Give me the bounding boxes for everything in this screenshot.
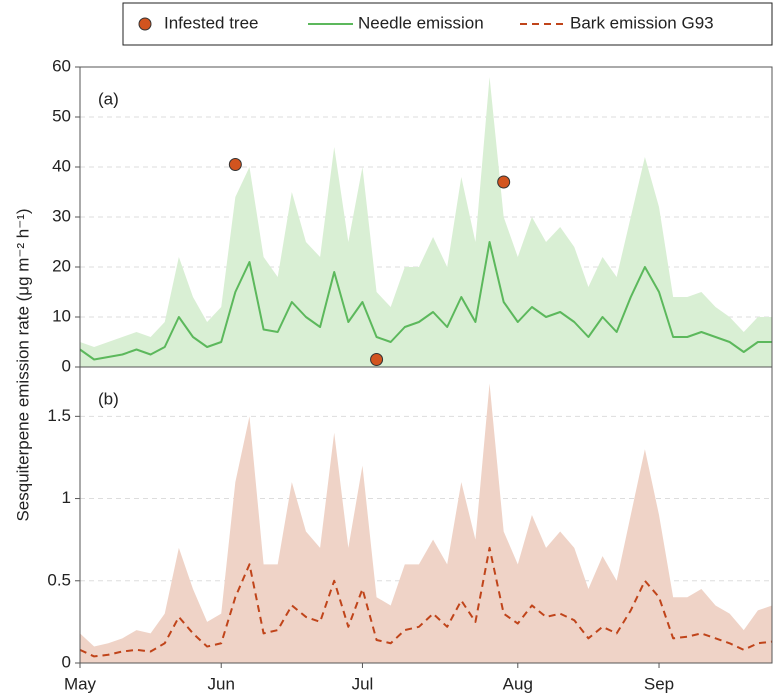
scatter-point [497,175,511,189]
scatter-point [370,353,384,366]
y-tick-label: 1 [62,488,71,507]
y-tick-label: 50 [52,106,71,125]
panel-label: (a) [98,89,119,108]
x-tick-label: Aug [503,674,533,693]
x-tick-label: Jun [208,674,235,693]
scatter-point [228,158,242,171]
series-line [79,546,773,658]
y-tick-label: 30 [52,206,71,225]
panel-label: (b) [98,389,119,408]
band-area [80,77,772,367]
legend-label: Bark emission G93 [570,13,714,32]
y-tick-label: 0 [62,356,71,375]
series-line [79,241,772,361]
x-tick-label: Jul [352,674,374,693]
y-tick-label: 60 [52,56,71,75]
y-tick-label: 20 [52,256,71,275]
y-tick-label: 40 [52,156,71,175]
x-tick-label: Sep [644,674,674,693]
y-tick-label: 0 [62,652,71,671]
x-tick-label: May [64,674,97,693]
band-area [80,383,772,663]
legend-marker [138,17,152,31]
panel-frame [79,366,773,664]
y-tick-label: 10 [52,306,71,325]
y-tick-label: 1.5 [47,406,71,425]
legend-box [122,2,773,46]
y-tick-label: 0.5 [47,570,71,589]
legend-label: Infested tree [164,13,259,32]
legend-label: Needle emission [358,13,484,32]
y-axis-label: Sesquiterpene emission rate (μg m⁻² h⁻¹) [13,208,32,521]
